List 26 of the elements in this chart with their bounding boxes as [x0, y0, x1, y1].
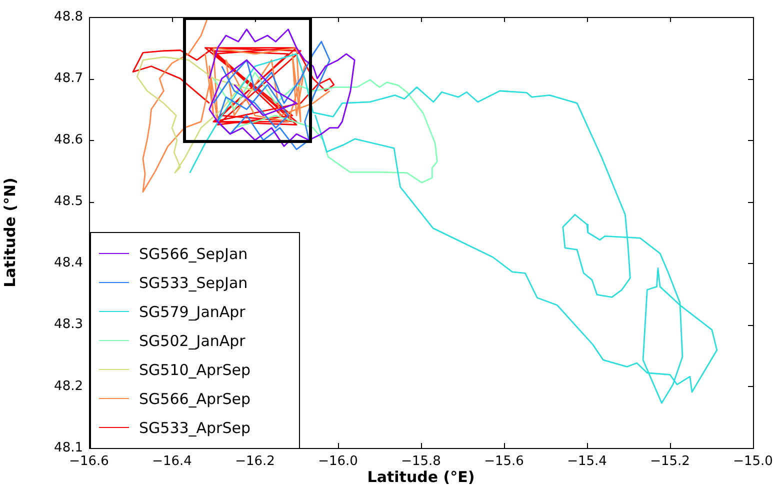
y-tick-label: 48.1 — [54, 440, 83, 456]
x-tick-label: −15.0 — [733, 454, 773, 470]
x-tick-label: −15.2 — [650, 454, 690, 470]
y-tick-label: 48.3 — [54, 317, 83, 332]
y-tick-label: 48.4 — [54, 256, 83, 271]
x-tick-label: −15.6 — [484, 454, 524, 470]
legend-label: SG579_JanApr — [139, 302, 246, 320]
x-tick-label: −15.4 — [567, 454, 607, 470]
y-tick-label: 48.2 — [54, 378, 83, 394]
legend-label: SG533_SepJan — [139, 274, 248, 292]
x-tick-label: −16.0 — [318, 454, 358, 470]
legend-label: SG502_JanApr — [139, 332, 246, 350]
x-tick-label: −16.6 — [69, 454, 109, 470]
legend-label: SG510_AprSep — [139, 360, 250, 378]
x-tick-label: −16.2 — [235, 454, 275, 470]
legend-label: SG566_SepJan — [139, 244, 248, 262]
y-tick-label: 48.5 — [54, 194, 83, 210]
y-tick-label: 48.6 — [54, 132, 83, 148]
legend-label: SG533_AprSep — [139, 418, 250, 436]
legend-label: SG566_AprSep — [139, 390, 250, 408]
y-tick-label: 48.7 — [54, 70, 83, 86]
y-axis-title: Latitude (°N) — [0, 178, 19, 288]
x-axis-title: Latitude (°E) — [367, 468, 475, 486]
y-tick-label: 48.8 — [54, 9, 83, 24]
x-tick-label: −15.8 — [401, 454, 441, 470]
x-tick-label: −16.4 — [152, 454, 192, 470]
